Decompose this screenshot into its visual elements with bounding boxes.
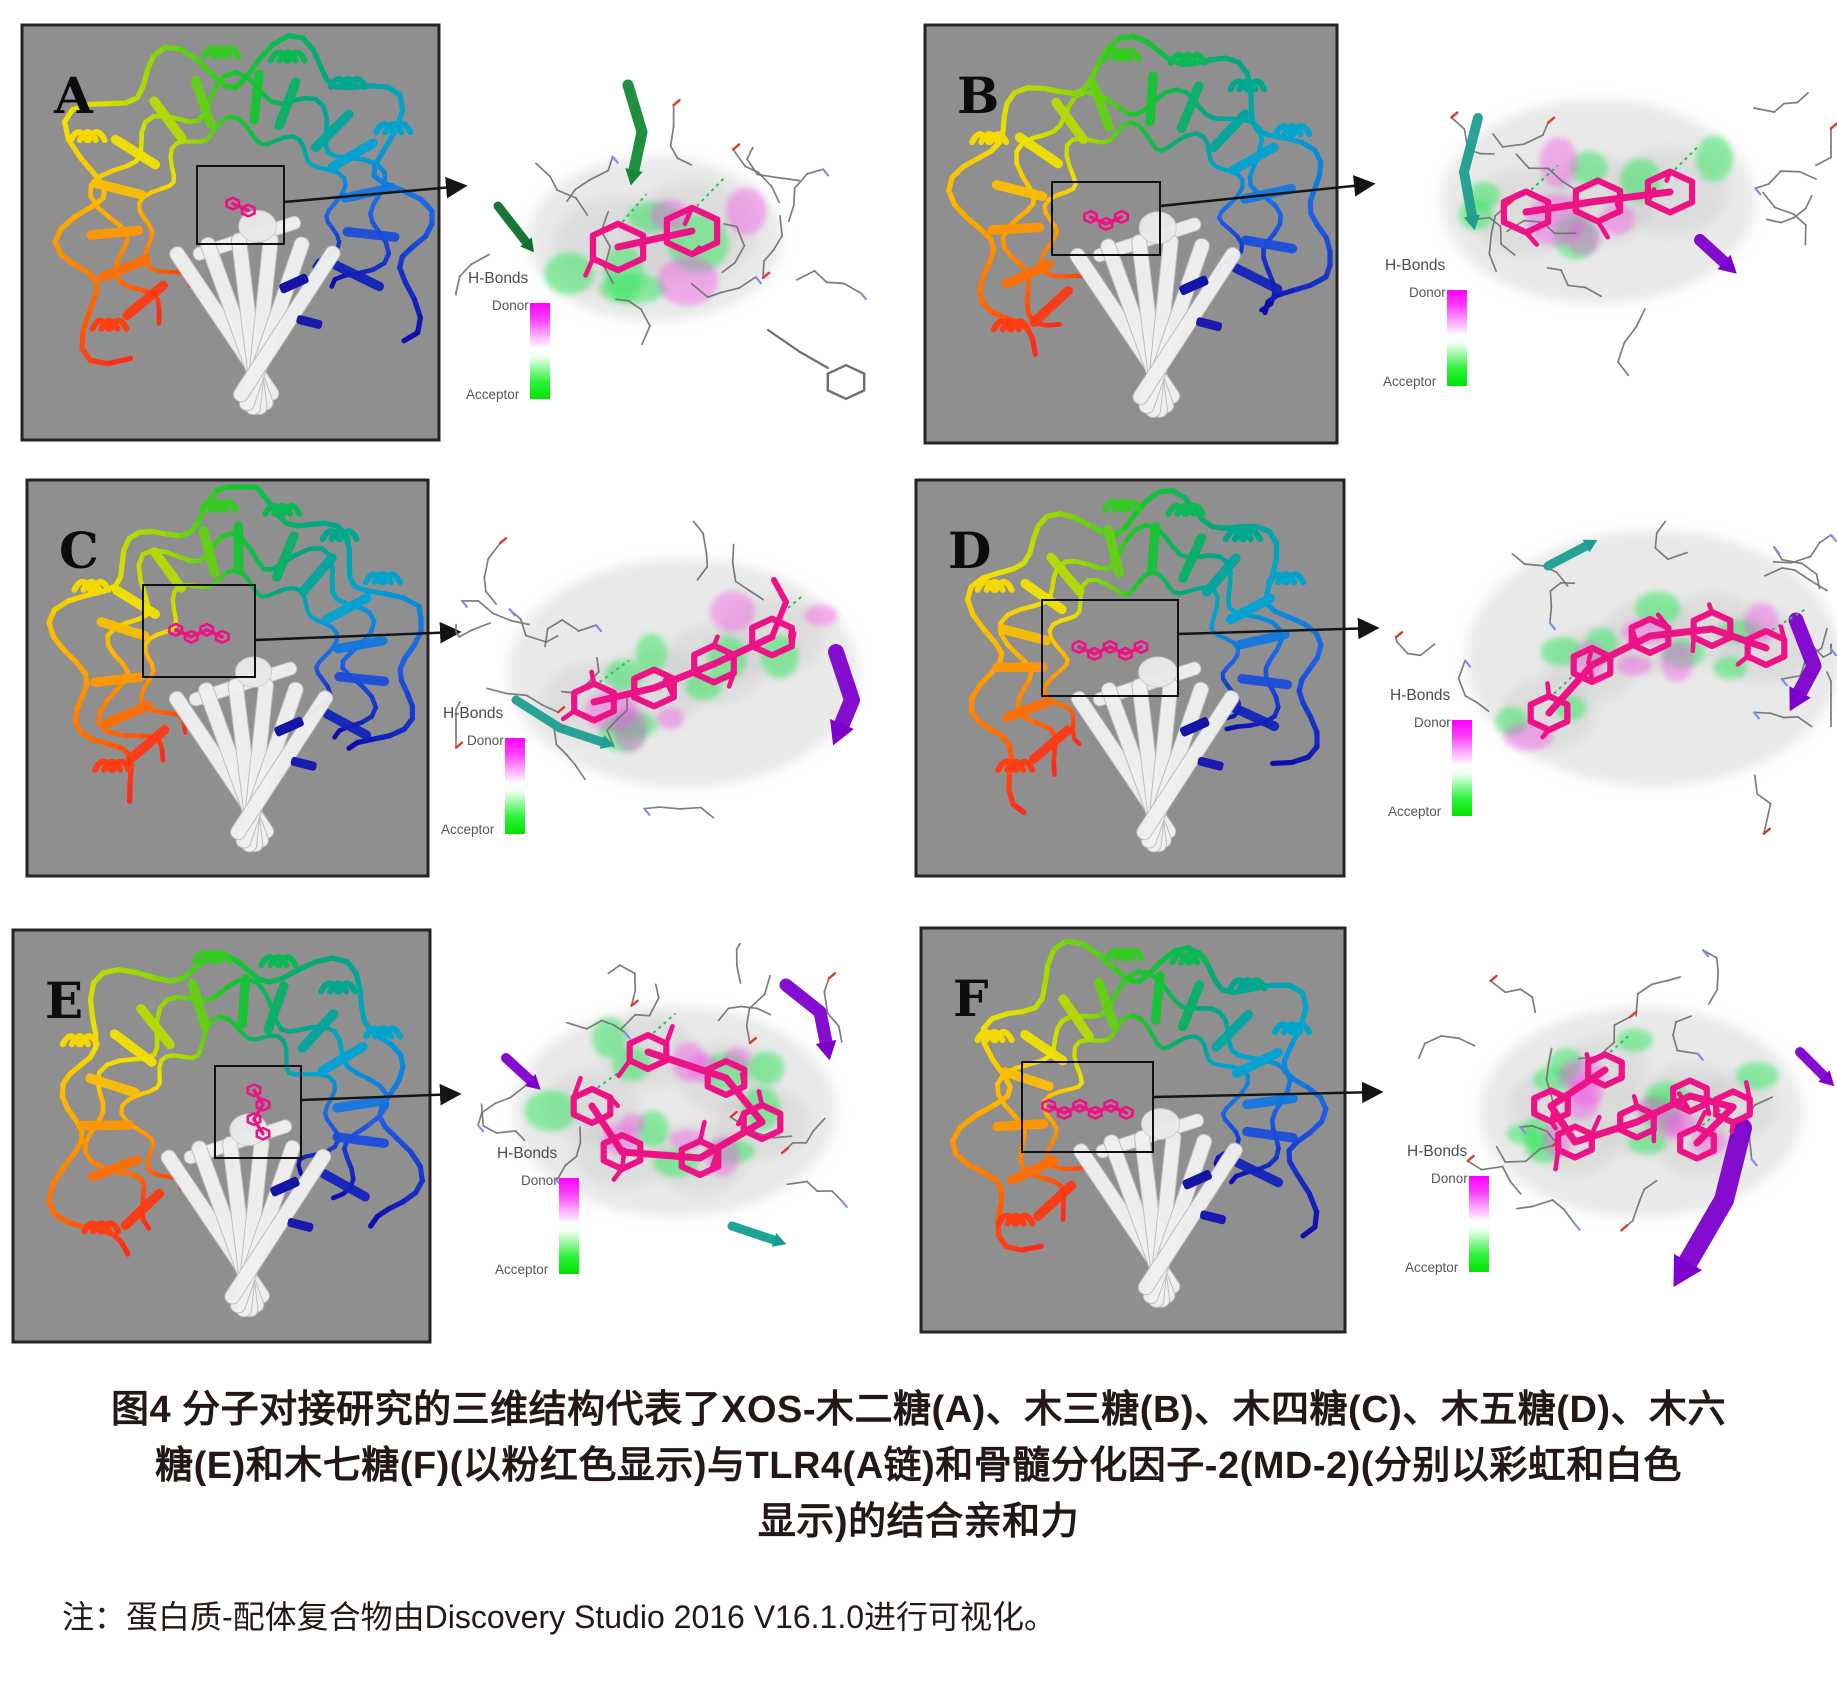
acceptor-label: Acceptor — [1383, 374, 1437, 389]
caption-line-2: 糖(E)和木七糖(F)(以粉红色显示)与TLR4(A链)和骨髓分化因子-2(MD… — [155, 1445, 1682, 1487]
donor-label: Donor — [1431, 1171, 1468, 1186]
hbonds-gradient-bar — [530, 303, 550, 399]
zoom-box — [196, 165, 285, 245]
protein-panel-F: F — [919, 926, 1347, 1334]
acceptor-label: Acceptor — [441, 822, 495, 837]
donor-label: Donor — [492, 298, 529, 313]
detail-view-C: H-Bonds Donor Acceptor — [441, 520, 860, 837]
panel-label: C — [59, 521, 99, 580]
ligand-in-panel — [1041, 1098, 1134, 1120]
zoom-box — [142, 584, 256, 678]
hbonds-title: H-Bonds — [443, 705, 504, 722]
panel-label: B — [957, 66, 999, 125]
hbonds-title: H-Bonds — [1390, 687, 1451, 704]
hbonds-gradient-bar — [1452, 720, 1472, 816]
ligand-in-panel — [1083, 209, 1129, 231]
zoom-arrow — [254, 621, 462, 644]
ligand-sticks — [570, 1024, 784, 1182]
hbonds-legend: H-Bonds Donor Acceptor — [1405, 1143, 1489, 1275]
detail-view-A: H-Bonds Donor Acceptor — [455, 79, 867, 402]
hbonds-title: H-Bonds — [1407, 1143, 1468, 1160]
protein-panel-D: D — [914, 478, 1346, 878]
protein-panel-A: A — [20, 23, 441, 442]
donor-label: Donor — [467, 733, 504, 748]
protein-panel-C: C — [25, 478, 430, 878]
zoom-box — [1051, 181, 1161, 256]
donor-label: Donor — [521, 1173, 558, 1188]
panel-label: E — [45, 971, 83, 1030]
figure-canvas: A H-Bonds Donor Acceptor B H-Bonds Donor Accept… — [11, 23, 1837, 1344]
figure-note: 注：蛋白质-配体复合物由Discovery Studio 2016 V16.1.… — [62, 1599, 1057, 1635]
ligand-sticks — [560, 577, 797, 724]
caption-line-1: 图4 分子对接研究的三维结构代表了XOS-木二糖(A)、木三糖(B)、木四糖(C… — [110, 1389, 1727, 1431]
zoom-box — [214, 1065, 302, 1159]
hbonds-title: H-Bonds — [468, 270, 529, 287]
acceptor-label: Acceptor — [466, 387, 520, 402]
panel-label: F — [953, 969, 989, 1028]
hbonds-legend: H-Bonds Donor Acceptor — [466, 270, 550, 402]
hbonds-gradient-bar — [505, 738, 525, 834]
panel-label: D — [948, 521, 991, 580]
panel-label: A — [53, 66, 94, 125]
zoom-arrow — [283, 176, 468, 204]
acceptor-label: Acceptor — [1405, 1260, 1459, 1275]
acceptor-label: Acceptor — [1388, 804, 1442, 819]
ligand-in-panel — [225, 196, 256, 218]
hbonds-legend: H-Bonds Donor Acceptor — [495, 1145, 579, 1277]
zoom-box — [1041, 599, 1179, 697]
acceptor-label: Acceptor — [495, 1262, 549, 1277]
ligand-sticks — [1531, 1051, 1753, 1172]
donor-label: Donor — [1414, 715, 1451, 730]
figure-caption: 图4 分子对接研究的三维结构代表了XOS-木二糖(A)、木三糖(B)、木四糖(C… — [0, 1382, 1837, 1550]
ligand-in-panel — [246, 1083, 271, 1141]
zoom-arrow — [1152, 1081, 1384, 1104]
hbonds-title: H-Bonds — [497, 1145, 558, 1162]
zoom-arrow — [300, 1083, 462, 1106]
ligand-in-panel — [1071, 639, 1149, 662]
detail-view-B: H-Bonds Donor Acceptor — [1383, 92, 1837, 389]
zoom-arrow — [1159, 175, 1376, 208]
zoom-box — [1021, 1061, 1154, 1153]
protein-panel-E: E — [11, 928, 432, 1344]
hbonds-gradient-bar — [1447, 290, 1467, 386]
hbonds-title: H-Bonds — [1385, 257, 1446, 274]
detail-view-E: H-Bonds Donor Acceptor — [476, 943, 848, 1277]
hbonds-gradient-bar — [1469, 1176, 1489, 1272]
detail-view-D: H-Bonds Donor Acceptor — [1388, 520, 1837, 835]
protein-panel-B: B — [923, 23, 1339, 445]
ligand-sticks — [1527, 602, 1788, 740]
ligand-sticks — [1500, 168, 1696, 247]
zoom-arrow — [1177, 617, 1380, 640]
hbonds-legend: H-Bonds Donor Acceptor — [1388, 687, 1472, 819]
hbonds-legend: H-Bonds Donor Acceptor — [441, 705, 525, 837]
hbonds-legend: H-Bonds Donor Acceptor — [1383, 257, 1467, 389]
caption-line-3: 显示)的结合亲和力 — [757, 1501, 1080, 1543]
detail-view-F: H-Bonds Donor Acceptor — [1405, 949, 1835, 1287]
ligand-in-panel — [168, 622, 230, 644]
ligand-sticks — [583, 204, 721, 278]
hbonds-gradient-bar — [559, 1178, 579, 1274]
donor-label: Donor — [1409, 285, 1446, 300]
